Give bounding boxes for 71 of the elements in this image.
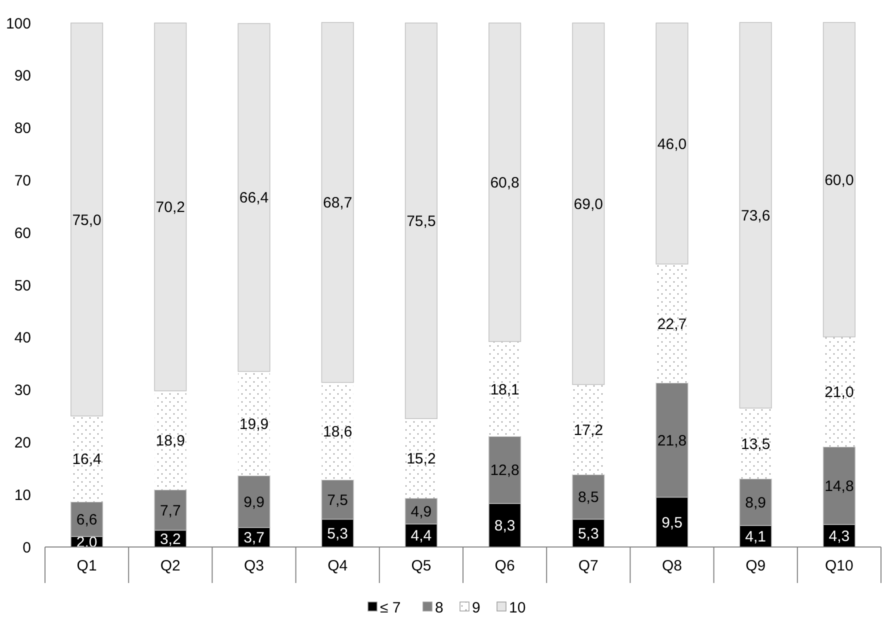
data-label: 4,3 [828, 528, 850, 545]
legend-label: ≤ 7 [380, 599, 401, 616]
data-label: 8,3 [494, 518, 516, 535]
y-tick-label: 70 [14, 172, 31, 190]
data-label: 18,6 [323, 423, 352, 440]
x-tick-label: Q2 [160, 557, 180, 574]
data-label: 22,7 [657, 316, 687, 333]
data-label: 60,8 [490, 174, 520, 192]
data-label: 9,9 [244, 494, 264, 511]
data-label: 7,5 [327, 492, 348, 509]
data-label: 5,3 [578, 525, 599, 542]
y-tick-label: 30 [14, 382, 31, 400]
data-label: 16,4 [72, 451, 102, 468]
y-tick-label: 20 [14, 434, 31, 452]
data-label: 8,5 [578, 489, 599, 506]
data-label: 3,7 [244, 530, 264, 547]
data-label: 60,0 [824, 172, 854, 189]
x-tick-label: Q5 [411, 557, 432, 574]
bar [154, 22, 187, 392]
y-tick-label: 10 [14, 486, 31, 504]
x-tick-label: Q7 [578, 557, 598, 574]
data-label: 4,1 [745, 528, 766, 546]
data-label: 75,0 [72, 212, 102, 229]
data-label: 8,9 [745, 494, 766, 512]
y-tick-label: 90 [14, 68, 31, 85]
data-label: 12,8 [490, 462, 520, 480]
y-tick-label: 0 [22, 539, 31, 556]
data-label: 4,4 [410, 528, 432, 545]
data-label: 6,6 [76, 511, 98, 528]
data-label: 75,5 [406, 213, 436, 230]
data-label: 14,8 [824, 478, 854, 495]
data-label: 9,5 [662, 514, 682, 532]
data-label: 5,3 [327, 525, 348, 542]
x-tick-label: Q1 [76, 557, 97, 574]
x-tick-label: Q3 [244, 557, 264, 574]
y-tick-label: 50 [14, 277, 31, 294]
data-label: 69,0 [574, 196, 603, 214]
bar [404, 22, 438, 419]
data-label: 70,2 [156, 199, 185, 216]
data-label: 21,0 [824, 384, 854, 402]
data-label: 18,9 [156, 432, 185, 450]
y-tick-label: 80 [14, 120, 31, 138]
x-tick-label: Q8 [662, 557, 682, 574]
data-label: 18,1 [490, 381, 520, 398]
bar [822, 22, 856, 338]
data-label: 3,2 [160, 530, 181, 548]
x-tick-label: Q4 [328, 557, 348, 574]
legend-label: 9 [472, 599, 480, 616]
data-label: 7,7 [160, 502, 181, 520]
bar [238, 23, 270, 372]
bar [656, 22, 688, 264]
data-label: 73,6 [741, 208, 770, 225]
y-tick-label: 100 [6, 15, 31, 32]
data-label: 46,0 [657, 136, 687, 153]
bar [739, 22, 772, 409]
data-label: 19,9 [239, 416, 269, 433]
data-label: 68,7 [323, 194, 352, 212]
legend-label: 10 [509, 599, 526, 616]
data-label: 15,2 [406, 450, 436, 468]
data-label: 66,4 [239, 190, 269, 207]
data-label: 17,2 [574, 422, 603, 439]
y-tick-label: 40 [14, 330, 31, 347]
data-label: 21,8 [657, 432, 687, 450]
x-tick-label: Q10 [825, 557, 854, 574]
x-tick-label: Q6 [494, 557, 515, 574]
legend-label: 8 [435, 599, 444, 616]
y-tick-label: 60 [14, 224, 31, 242]
data-label: 13,5 [741, 436, 770, 453]
data-label: 4,9 [410, 503, 432, 520]
x-tick-label: Q9 [746, 557, 766, 574]
bar [572, 22, 605, 385]
